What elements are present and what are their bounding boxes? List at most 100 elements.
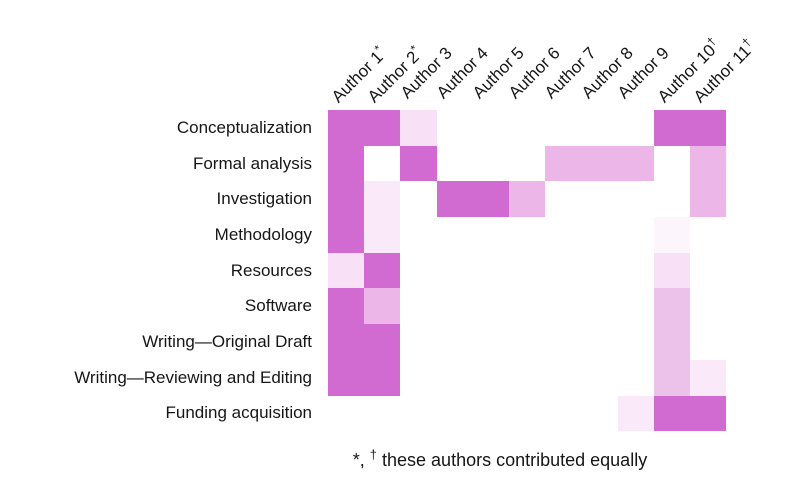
heatmap-cell xyxy=(689,181,727,218)
row-label: Methodology xyxy=(214,224,312,244)
heatmap-cell xyxy=(508,252,546,289)
heatmap-cell xyxy=(364,252,401,289)
heatmap-cell xyxy=(581,288,618,325)
footnote: *, † these authors contributed equally xyxy=(150,447,794,471)
heatmap-cell xyxy=(617,395,654,432)
heatmap-cell xyxy=(545,181,582,218)
heatmap-cell xyxy=(328,145,365,182)
heatmap-cell xyxy=(653,324,690,360)
row-label: Writing—Reviewing and Editing xyxy=(74,367,312,387)
heatmap-cell xyxy=(364,395,401,432)
heatmap-cell xyxy=(328,110,365,146)
heatmap-cell xyxy=(436,181,473,218)
heatmap-cell xyxy=(617,324,654,360)
heatmap-cell xyxy=(436,145,473,182)
heatmap-cell xyxy=(581,181,618,218)
heatmap-cell xyxy=(617,359,654,396)
heatmap-cell xyxy=(689,288,727,325)
heatmap-cell xyxy=(400,252,437,289)
heatmap-cell xyxy=(581,395,618,432)
heatmap-cell xyxy=(653,145,690,182)
heatmap-cell xyxy=(472,288,509,325)
heatmap-cell xyxy=(436,324,473,360)
heatmap-cell xyxy=(653,181,690,218)
heatmap-cell xyxy=(436,359,473,396)
heatmap-cell xyxy=(653,359,690,396)
heatmap-cell xyxy=(328,324,365,360)
heatmap-cell xyxy=(472,110,509,146)
row-label: Software xyxy=(244,296,312,316)
heatmap-cell xyxy=(617,110,654,146)
heatmap-cell xyxy=(545,359,582,396)
heatmap-cell xyxy=(689,110,727,146)
heatmap-cell xyxy=(436,288,473,325)
heatmap-cell xyxy=(472,359,509,396)
heatmap-cell xyxy=(328,359,365,396)
heatmap-cell xyxy=(617,252,654,289)
heatmap-cell xyxy=(400,288,437,325)
heatmap-cell xyxy=(364,110,401,146)
heatmap-cell xyxy=(545,252,582,289)
heatmap-cell xyxy=(400,217,437,253)
heatmap-cell xyxy=(328,217,365,253)
heatmap-cell xyxy=(653,252,690,289)
heatmap-cell xyxy=(364,217,401,253)
heatmap-cell xyxy=(689,145,727,182)
heatmap-cell xyxy=(364,181,401,218)
heatmap-cell xyxy=(436,110,473,146)
heatmap-cell xyxy=(545,324,582,360)
heatmap-cell xyxy=(545,288,582,325)
footnote-star-comma: *, xyxy=(352,450,370,470)
heatmap-cell xyxy=(472,145,509,182)
heatmap-cell xyxy=(617,217,654,253)
heatmap-cell xyxy=(545,217,582,253)
row-labels: Conceptualization Formal analysis Investig… xyxy=(0,110,312,431)
heatmap-cell xyxy=(436,217,473,253)
heatmap-cell xyxy=(400,145,437,182)
heatmap-cell xyxy=(328,288,365,325)
heatmap-cell xyxy=(581,217,618,253)
heatmap-cell xyxy=(328,395,365,432)
heatmap-cell xyxy=(328,181,365,218)
heatmap-cell xyxy=(581,110,618,146)
heatmap-cell xyxy=(472,252,509,289)
heatmap-cell xyxy=(472,181,509,218)
heatmap-cell xyxy=(364,145,401,182)
heatmap-cell xyxy=(364,324,401,360)
heatmap-cell xyxy=(653,395,690,432)
heatmap-cell xyxy=(400,110,437,146)
heatmap-cell xyxy=(508,110,546,146)
heatmap-cell xyxy=(400,181,437,218)
heatmap-cell xyxy=(472,324,509,360)
row-label: Conceptualization xyxy=(176,117,312,137)
heatmap-cell xyxy=(581,359,618,396)
row-label: Writing—Original Draft xyxy=(142,331,312,351)
heatmap-cell xyxy=(617,288,654,325)
heatmap-cell xyxy=(617,145,654,182)
footnote-text: these authors contributed equally xyxy=(377,450,648,470)
heatmap-cell xyxy=(436,395,473,432)
heatmap-cell xyxy=(472,395,509,432)
heatmap-cell xyxy=(617,181,654,218)
heatmap-cell xyxy=(689,395,727,432)
heatmap-cell xyxy=(545,145,582,182)
heatmap-cell xyxy=(436,252,473,289)
heatmap-cell xyxy=(581,252,618,289)
heatmap-cell xyxy=(400,395,437,432)
heatmap-cell xyxy=(689,217,727,253)
heatmap-cell xyxy=(689,252,727,289)
heatmap-cell xyxy=(508,359,546,396)
heatmap-grid xyxy=(328,110,727,432)
heatmap-cell xyxy=(508,181,546,218)
heatmap-cell xyxy=(508,217,546,253)
footnote-dagger: † xyxy=(369,447,378,462)
heatmap-cell xyxy=(472,217,509,253)
row-label: Formal analysis xyxy=(192,153,312,173)
heatmap-cell xyxy=(689,359,727,396)
heatmap-cell xyxy=(364,359,401,396)
heatmap-cell xyxy=(689,324,727,360)
heatmap-cell xyxy=(545,110,582,146)
heatmap-cell xyxy=(653,110,690,146)
heatmap-cell xyxy=(581,324,618,360)
